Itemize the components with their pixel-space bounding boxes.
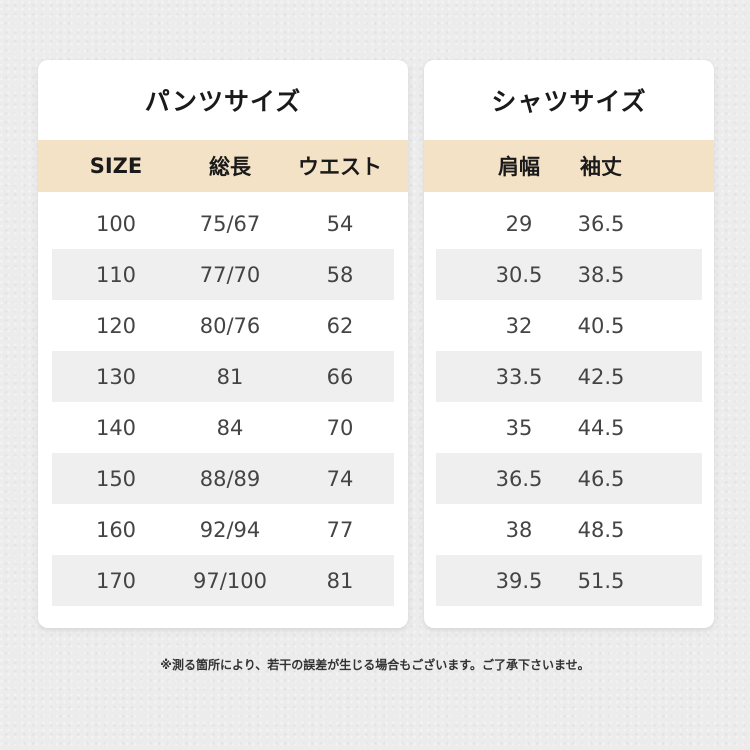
pants-header-band	[38, 140, 408, 192]
pants-cell: 140	[95, 415, 137, 440]
table-row: 150 88/89 74	[52, 453, 394, 504]
pants-cell: 160	[95, 517, 137, 542]
pants-cell: 120	[95, 313, 137, 338]
table-row: 100 75/67 54	[52, 198, 394, 249]
shirt-cell: 32	[505, 313, 533, 338]
table-row: 140 84 70	[52, 402, 394, 453]
shirt-cell: 33.5	[495, 364, 543, 389]
pants-cell: 150	[95, 466, 137, 491]
table-row: 36.5 46.5	[436, 453, 702, 504]
table-row: 35 44.5	[436, 402, 702, 453]
shirt-cell: 48.5	[577, 517, 625, 542]
pants-cell: 170	[95, 568, 137, 593]
table-row: 120 80/76 62	[52, 300, 394, 351]
pants-cell: 62	[326, 313, 354, 338]
pants-cell: 97/100	[193, 568, 267, 593]
pants-size-card: パンツサイズ SIZE 総長 ウエスト 100 75/67 54 110 77/70 58…	[38, 60, 408, 628]
pants-header-length: 総長	[209, 155, 251, 179]
shirt-cell: 44.5	[577, 415, 625, 440]
shirt-cell: 42.5	[577, 364, 625, 389]
pants-cell: 130	[95, 364, 137, 389]
table-row: 33.5 42.5	[436, 351, 702, 402]
pants-header-waist: ウエスト	[298, 155, 382, 179]
pants-cell: 110	[95, 262, 137, 287]
shirt-cell: 46.5	[577, 466, 625, 491]
pants-size-title: パンツサイズ	[144, 87, 302, 116]
table-row: 29 36.5	[436, 198, 702, 249]
shirt-header-shoulder: 肩幅	[498, 155, 540, 179]
pants-cell: 81	[326, 568, 354, 593]
shirt-cell: 35	[505, 415, 533, 440]
table-row: 30.5 38.5	[436, 249, 702, 300]
measurement-note: ※測る箇所により、若干の誤差が生じる場合もございます。ご了承下さいませ。	[160, 657, 590, 672]
pants-cell: 88/89	[199, 466, 261, 491]
pants-cell: 92/94	[199, 517, 261, 542]
shirt-cell: 30.5	[495, 262, 543, 287]
table-row: 170 97/100 81	[52, 555, 394, 606]
table-row: 39.5 51.5	[436, 555, 702, 606]
pants-cell: 75/67	[199, 211, 261, 236]
pants-cell: 74	[326, 466, 354, 491]
shirt-cell: 38	[505, 517, 533, 542]
shirt-cell: 38.5	[577, 262, 625, 287]
pants-cell: 77	[326, 517, 354, 542]
shirt-size-title: シャツサイズ	[491, 87, 647, 116]
pants-cell: 84	[216, 415, 244, 440]
shirt-cell: 40.5	[577, 313, 625, 338]
pants-header-size: SIZE	[89, 154, 143, 178]
pants-cell: 54	[326, 211, 354, 236]
shirt-size-card: シャツサイズ 肩幅 袖丈 29 36.5 30.5 38.5 32 40.5 33.5 42.…	[424, 60, 714, 628]
pants-cell: 81	[216, 364, 244, 389]
pants-cell: 100	[95, 211, 137, 236]
pants-cell: 80/76	[199, 313, 261, 338]
table-row: 160 92/94 77	[52, 504, 394, 555]
shirt-header-sleeve: 袖丈	[580, 155, 622, 179]
shirt-cell: 29	[505, 211, 533, 236]
table-row: 110 77/70 58	[52, 249, 394, 300]
shirt-cell: 36.5	[577, 211, 625, 236]
shirt-cell: 39.5	[495, 568, 543, 593]
pants-cell: 70	[326, 415, 354, 440]
shirt-cell: 51.5	[577, 568, 625, 593]
pants-cell: 66	[326, 364, 354, 389]
shirt-cell: 36.5	[495, 466, 543, 491]
table-row: 130 81 66	[52, 351, 394, 402]
shirt-header-band	[424, 140, 714, 192]
pants-cell: 58	[326, 262, 354, 287]
table-row: 32 40.5	[436, 300, 702, 351]
pants-cell: 77/70	[199, 262, 261, 287]
table-row: 38 48.5	[436, 504, 702, 555]
